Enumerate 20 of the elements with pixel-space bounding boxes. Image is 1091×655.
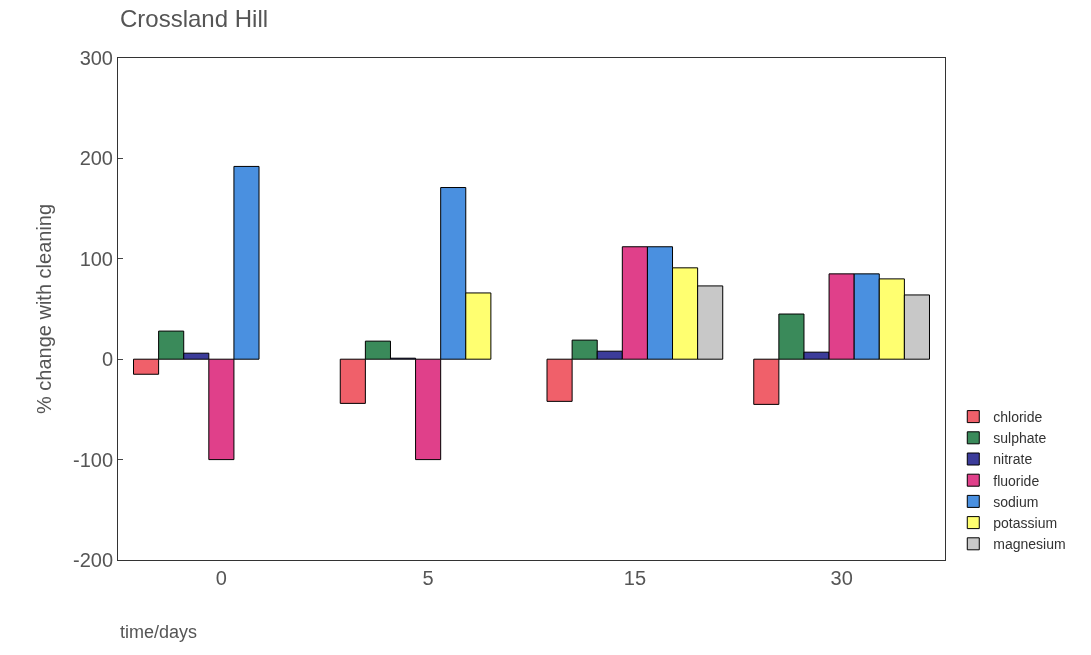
legend-label: sodium	[993, 493, 1039, 510]
y-tick-label: 100	[79, 247, 113, 270]
y-tick-label: 0	[101, 348, 113, 371]
legend-label: potassium	[993, 515, 1058, 532]
x-tick-label: 30	[830, 567, 853, 589]
y-tick-label: 200	[79, 147, 113, 170]
chart-title: Crossland Hill	[120, 4, 269, 32]
x-tick-label: 0	[215, 567, 227, 589]
y-axis-title: % change with cleaning	[33, 203, 56, 415]
legend-label: sulphate	[993, 430, 1047, 447]
x-tick-label: 5	[422, 567, 434, 589]
legend-label: chloride	[993, 409, 1043, 426]
y-tick-label: 300	[79, 47, 113, 69]
legend-label: nitrate	[993, 451, 1033, 468]
x-axis-title: time/days	[120, 622, 198, 642]
legend-label: fluoride	[993, 472, 1040, 489]
x-tick-label: 15	[623, 567, 647, 589]
y-tick-label: -100	[72, 448, 113, 471]
y-tick-label: -200	[72, 549, 113, 571]
legend-label: magnesium	[993, 536, 1066, 553]
